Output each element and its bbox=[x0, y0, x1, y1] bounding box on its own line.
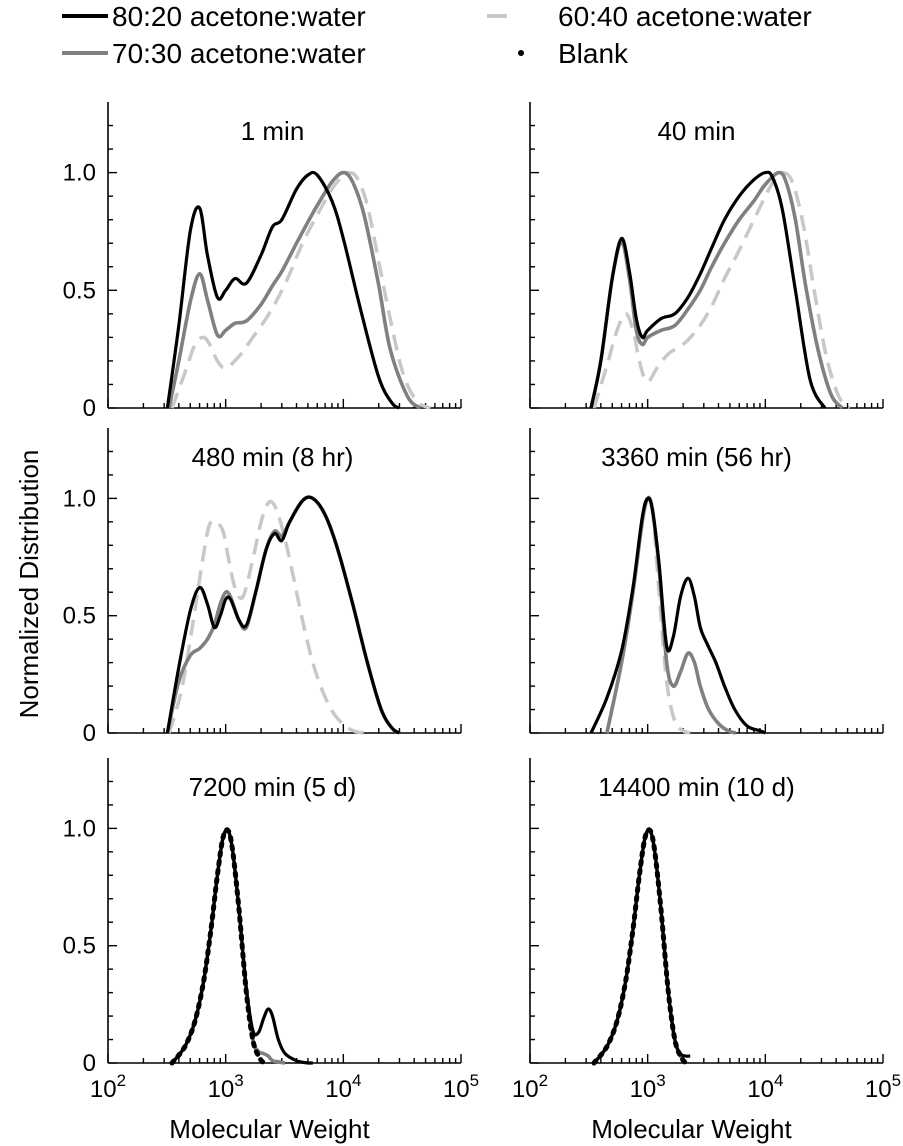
series-line-blank bbox=[169, 827, 267, 1066]
legend-label-blank: Blank bbox=[558, 38, 629, 69]
y-tick-label: 0.5 bbox=[63, 277, 96, 304]
y-tick-label: 1.0 bbox=[63, 160, 96, 187]
series-line-s70 bbox=[167, 170, 422, 410]
y-tick-label: 1.0 bbox=[63, 485, 96, 512]
series-line-s60 bbox=[592, 170, 851, 410]
chart-panel: 3360 min (56 hr) bbox=[529, 428, 884, 735]
x-axis-label: Molecular Weight bbox=[591, 1114, 792, 1144]
panels: 0 0.5 1.0 1 min 40 min 0 0.5 1.0 480 min (8 hr) 3… bbox=[63, 102, 901, 1144]
series-line-s70 bbox=[589, 170, 844, 410]
series-line-s80 bbox=[589, 496, 766, 735]
series-line-s80 bbox=[165, 170, 401, 410]
x-tick-label: 103 bbox=[630, 1071, 666, 1103]
x-tick-label: 104 bbox=[325, 1071, 361, 1103]
series-line-s70 bbox=[165, 495, 401, 735]
panel-title: 3360 min (56 hr) bbox=[601, 442, 792, 472]
legend-item-s60: 60:40 acetone:water bbox=[487, 1, 812, 32]
legend-item-blank: Blank bbox=[518, 38, 629, 69]
panel-title: 40 min bbox=[657, 116, 735, 146]
panel-title: 14400 min (10 d) bbox=[598, 772, 795, 802]
series-line-s70 bbox=[605, 495, 737, 735]
y-tick-label: 1.0 bbox=[63, 815, 96, 842]
y-tick-label: 0 bbox=[83, 1050, 96, 1077]
chart-panel: 0 0.5 1.0 102 103 104 105 Molecular Weight 7200 … bbox=[63, 758, 479, 1144]
chart-panel: 102 103 104 105 Molecular Weight 14400 min (1… bbox=[512, 758, 901, 1144]
panel-title: 7200 min (5 d) bbox=[189, 772, 357, 802]
chart-panel: 40 min bbox=[529, 102, 884, 410]
series-line-blank bbox=[591, 827, 689, 1066]
y-tick-label: 0 bbox=[83, 720, 96, 747]
x-tick-label: 105 bbox=[865, 1071, 901, 1103]
legend-item-s70: 70:30 acetone:water bbox=[62, 38, 366, 69]
panel-title: 480 min (8 hr) bbox=[192, 442, 354, 472]
x-tick-label: 102 bbox=[90, 1071, 126, 1103]
series-line-s80 bbox=[165, 495, 401, 735]
x-tick-label: 105 bbox=[443, 1071, 479, 1103]
y-tick-label: 0.5 bbox=[63, 933, 96, 960]
series-line-s70 bbox=[170, 828, 286, 1065]
series-line-s80 bbox=[589, 170, 827, 409]
legend-item-s80: 80:20 acetone:water bbox=[62, 1, 366, 32]
chart-panel: 0 0.5 1.0 480 min (8 hr) bbox=[63, 428, 462, 747]
series-line-s60 bbox=[170, 170, 432, 410]
x-tick-label: 102 bbox=[512, 1071, 548, 1103]
panel-title: 1 min bbox=[241, 116, 305, 146]
x-tick-label: 103 bbox=[208, 1071, 244, 1103]
series-line-s60 bbox=[167, 499, 365, 735]
y-tick-label: 0.5 bbox=[63, 603, 96, 630]
legend: 80:20 acetone:water 70:30 acetone:water 60… bbox=[62, 1, 812, 69]
y-axis-label: Normalized Distribution bbox=[14, 450, 44, 719]
legend-label-s80: 80:20 acetone:water bbox=[112, 1, 366, 32]
x-axis-label: Molecular Weight bbox=[169, 1114, 370, 1144]
legend-marker-blank bbox=[518, 50, 524, 56]
y-tick-label: 0 bbox=[83, 395, 96, 422]
x-tick-label: 104 bbox=[747, 1071, 783, 1103]
legend-label-s70: 70:30 acetone:water bbox=[112, 38, 366, 69]
chart-panel: 0 0.5 1.0 1 min bbox=[63, 102, 462, 422]
legend-label-s60: 60:40 acetone:water bbox=[558, 1, 812, 32]
